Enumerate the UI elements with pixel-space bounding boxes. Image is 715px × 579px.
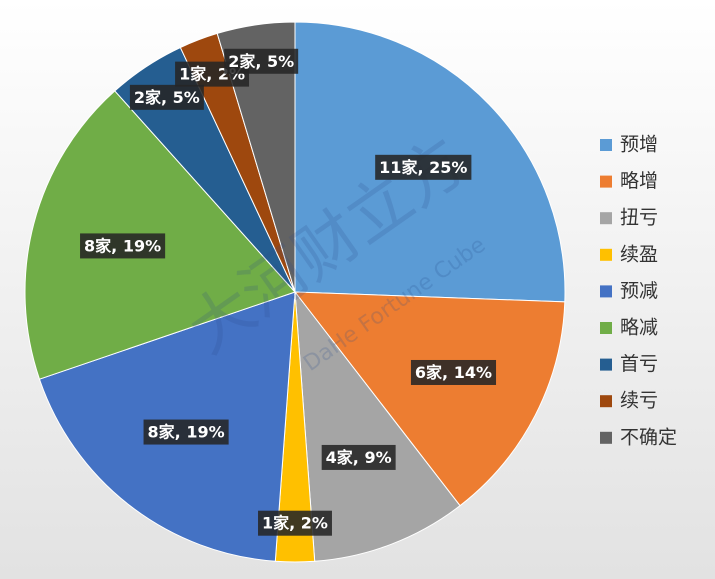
legend-swatch: [600, 431, 612, 444]
legend-label: 预减: [620, 280, 658, 302]
data-label: 2家, 5%: [228, 52, 294, 71]
legend-swatch: [600, 395, 612, 408]
data-label: 1家, 2%: [262, 514, 328, 533]
legend-swatch: [600, 139, 612, 151]
label-box: [143, 419, 229, 445]
legend-swatch: [600, 212, 612, 225]
label-box: [258, 510, 332, 536]
data-label: 4家, 9%: [326, 448, 392, 467]
label-box: [410, 359, 497, 385]
legend-swatch: [600, 322, 612, 334]
legend-swatch: [600, 175, 612, 188]
label-box: [321, 444, 396, 470]
legend-swatch: [600, 358, 612, 371]
data-label: 2家, 5%: [134, 88, 200, 107]
pie-slice: [216, 21, 296, 293]
legend-label: 续亏: [620, 390, 658, 412]
label-box: [80, 233, 166, 259]
label-box: [129, 84, 204, 110]
data-label: 8家, 19%: [148, 423, 225, 442]
data-label: 8家, 19%: [84, 236, 161, 255]
pie-slice: [294, 290, 461, 562]
legend-label: 首亏: [620, 353, 658, 375]
legend-label: 略减: [620, 317, 658, 339]
legend-swatch: [600, 285, 612, 298]
data-label: 11家, 25%: [379, 158, 467, 177]
pie-slice: [293, 291, 566, 507]
legend-label: 预增: [620, 134, 658, 156]
label-box: [224, 48, 299, 74]
label-box: [375, 154, 472, 180]
legend-swatch: [600, 248, 612, 261]
legend-label: 略增: [620, 170, 658, 192]
legend-label: 扭亏: [620, 207, 658, 229]
legend-label: 续盈: [620, 243, 658, 265]
data-label: 6家, 14%: [415, 363, 492, 382]
data-labels: 11家, 25% 6家, 14% 4家, 9% 1家, 2% 8家, 19% 8家, 19…: [80, 48, 497, 536]
legend-label: 不确定: [620, 426, 677, 448]
